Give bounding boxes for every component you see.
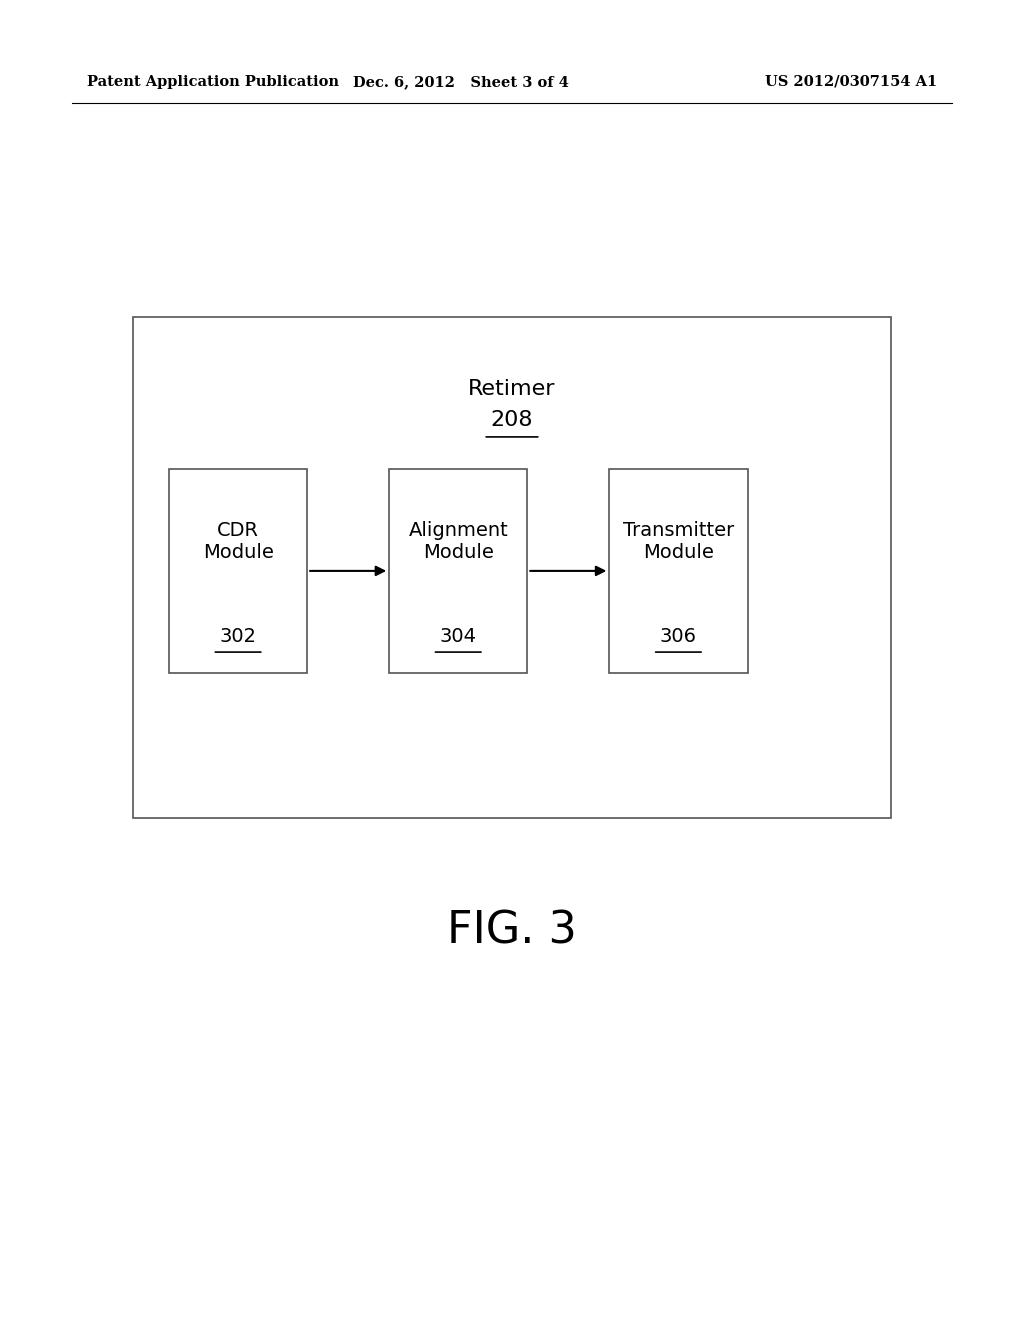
Text: FIG. 3: FIG. 3	[447, 909, 577, 952]
Bar	[609, 469, 748, 673]
Text: Alignment
Module: Alignment Module	[409, 521, 508, 562]
Text: US 2012/0307154 A1: US 2012/0307154 A1	[765, 75, 937, 88]
Bar	[133, 317, 891, 818]
Text: Dec. 6, 2012   Sheet 3 of 4: Dec. 6, 2012 Sheet 3 of 4	[353, 75, 568, 88]
Text: 306: 306	[659, 627, 697, 645]
Bar	[389, 469, 527, 673]
Text: 304: 304	[439, 627, 477, 645]
Text: Transmitter
Module: Transmitter Module	[623, 521, 734, 562]
Text: Patent Application Publication: Patent Application Publication	[87, 75, 339, 88]
Text: 302: 302	[219, 627, 257, 645]
Text: CDR
Module: CDR Module	[203, 521, 273, 562]
Text: 208: 208	[490, 409, 534, 430]
Text: Retimer: Retimer	[468, 379, 556, 400]
Bar	[169, 469, 307, 673]
